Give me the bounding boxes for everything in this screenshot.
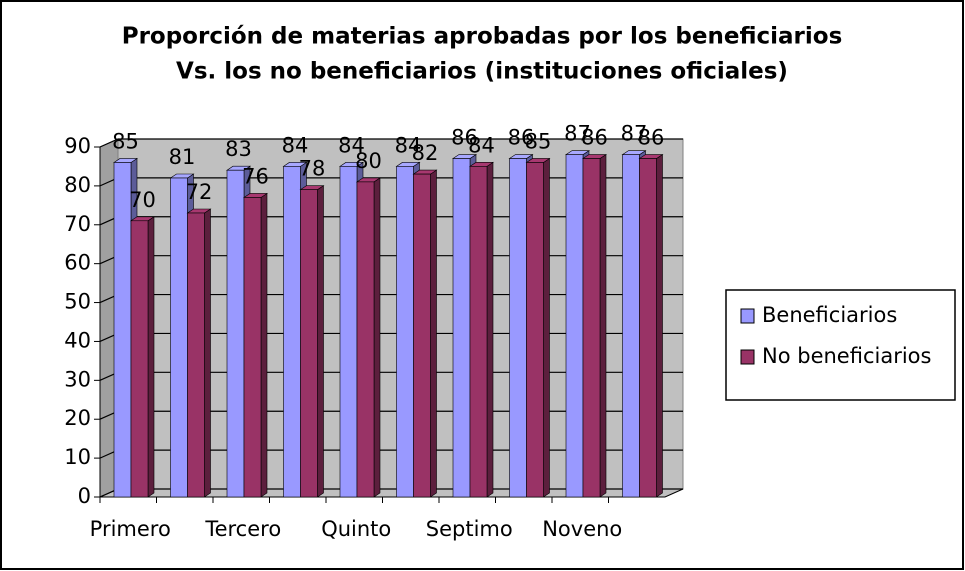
bar-front: [356, 181, 375, 498]
chart-title: Proporción de materias aprobadas por los…: [122, 24, 843, 50]
y-tick-label: 50: [64, 290, 91, 314]
bar: [412, 169, 438, 498]
y-tick-label: 30: [64, 367, 91, 391]
bar-side: [147, 216, 155, 498]
data-label: 86: [581, 126, 608, 150]
bar: [299, 185, 325, 498]
legend-label: No beneficiarios: [762, 344, 931, 368]
bar: [525, 157, 551, 498]
data-label: 82: [412, 141, 439, 165]
bar-side: [317, 185, 324, 498]
data-label: 84: [395, 133, 422, 157]
y-tick-label: 0: [78, 484, 91, 508]
bar-front: [130, 220, 149, 498]
bar-front: [509, 158, 527, 498]
bar-front: [170, 177, 188, 498]
bar-front: [452, 158, 471, 498]
data-label: 87: [564, 122, 591, 146]
bar: [130, 216, 155, 498]
bar-front: [243, 197, 262, 498]
bar-front: [300, 189, 318, 498]
grid-line: [99, 138, 683, 148]
y-tick-label: 40: [64, 328, 91, 352]
bar-front: [622, 154, 640, 498]
data-label: 86: [451, 126, 478, 150]
bar: [186, 208, 212, 498]
bar-front: [113, 162, 132, 498]
bar: [469, 161, 494, 498]
bar-side: [543, 157, 550, 498]
bar: [356, 177, 381, 498]
bar-front: [413, 173, 431, 498]
legend-swatch: [740, 349, 755, 365]
bar-side: [260, 192, 268, 498]
chart-title: Vs. los no beneficiarios (instituciones …: [176, 59, 788, 85]
data-label: 84: [338, 133, 365, 157]
y-tick-label: 70: [64, 212, 91, 236]
data-label: 84: [282, 133, 309, 157]
bar-front: [187, 212, 205, 498]
x-tick-label: Septimo: [426, 517, 513, 541]
data-label: 83: [225, 137, 252, 161]
bar-front: [639, 158, 657, 498]
bar-front: [582, 158, 601, 498]
data-label: 85: [525, 129, 552, 153]
bar-front: [339, 166, 358, 498]
data-label: 78: [299, 157, 326, 181]
data-label: 76: [242, 164, 269, 188]
bar-side: [656, 153, 663, 498]
y-tick-label: 60: [64, 251, 91, 275]
legend-box: [725, 289, 956, 401]
bar-side: [486, 161, 494, 498]
data-label: 70: [129, 188, 156, 212]
legend-label: Beneficiarios: [762, 303, 897, 327]
bar-front: [226, 169, 245, 498]
bar-side: [373, 177, 381, 498]
y-tick-label: 10: [64, 445, 91, 469]
bar-front: [283, 166, 301, 498]
x-tick-label: Tercero: [204, 517, 281, 541]
bar-side: [599, 153, 607, 498]
y-tick-label: 90: [64, 134, 91, 158]
y-tick-label: 20: [64, 406, 91, 430]
bar-side: [430, 169, 437, 498]
bar-front: [469, 166, 488, 498]
data-label: 81: [169, 145, 196, 169]
data-label: 85: [112, 129, 139, 153]
bar-front: [565, 154, 584, 498]
bar: [243, 192, 268, 498]
bar-side: [204, 208, 211, 498]
bar-front: [396, 166, 414, 498]
y-tick-label: 80: [64, 173, 91, 197]
legend-swatch: [740, 308, 755, 324]
bar-front: [526, 162, 544, 498]
data-label: 87: [621, 122, 648, 146]
data-label: 86: [508, 126, 535, 150]
x-tick-label: Quinto: [321, 517, 391, 541]
bar: [582, 153, 607, 498]
x-tick-label: Noveno: [542, 517, 622, 541]
data-label: 84: [468, 133, 495, 157]
data-label: 72: [186, 180, 213, 204]
data-label: 86: [638, 126, 665, 150]
bar: [638, 153, 664, 498]
data-label: 80: [355, 149, 382, 173]
x-tick-label: Primero: [90, 517, 171, 541]
